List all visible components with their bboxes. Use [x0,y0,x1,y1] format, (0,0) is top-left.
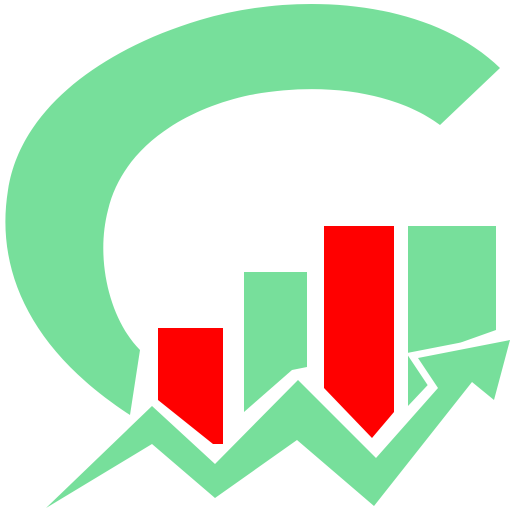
chart-bar-2 [244,272,307,412]
chart-bar-4 [408,226,496,406]
g-letter-arc [5,3,500,415]
chart-bar-3 [324,226,394,438]
chart-bar-1 [158,328,223,444]
growth-arrow [46,340,510,508]
